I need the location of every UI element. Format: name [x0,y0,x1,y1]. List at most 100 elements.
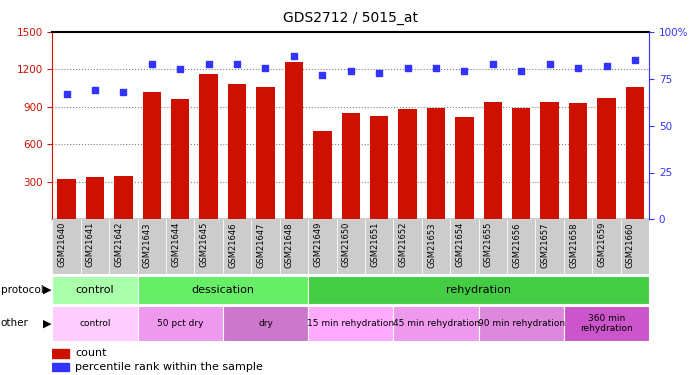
Point [630,57,641,63]
Bar [512,108,530,219]
Point [516,68,527,74]
Bar [228,84,246,219]
Point [487,61,498,67]
Text: GSM21642: GSM21642 [114,222,124,267]
Bar [540,102,559,219]
Text: 360 min
rehydration: 360 min rehydration [580,314,633,333]
Bar [114,176,133,219]
Point [118,89,129,95]
Text: 50 pct dry: 50 pct dry [157,319,204,328]
Bar [479,306,564,341]
Bar [52,363,69,371]
Text: GDS2712 / 5015_at: GDS2712 / 5015_at [283,11,418,25]
Bar [308,219,336,274]
Bar [166,219,195,274]
Bar [426,108,445,219]
Bar [479,219,507,274]
Point [260,64,271,70]
Bar [313,130,332,219]
Point [544,61,555,67]
Point [402,64,413,70]
Text: GSM21652: GSM21652 [399,222,408,267]
Bar [621,219,649,274]
Bar [223,306,308,341]
Point [345,68,356,74]
Bar [52,306,138,341]
Text: GSM21658: GSM21658 [569,222,578,268]
Bar [507,219,535,274]
Text: GSM21651: GSM21651 [370,222,379,267]
Bar [336,219,365,274]
Bar [138,219,166,274]
Point [203,61,214,67]
Bar [564,219,593,274]
Text: GSM21640: GSM21640 [57,222,66,267]
Point [572,64,584,70]
Bar [455,117,474,219]
Bar [52,219,81,274]
Bar [52,276,138,304]
Text: GSM21654: GSM21654 [455,222,464,267]
Bar [308,306,394,341]
Bar [422,219,450,274]
Bar [593,219,621,274]
Bar [535,219,564,274]
Text: GSM21648: GSM21648 [285,222,294,268]
Text: control: control [75,285,114,295]
Text: GSM21641: GSM21641 [86,222,95,267]
Text: GSM21660: GSM21660 [626,222,635,268]
Text: GSM21644: GSM21644 [171,222,180,267]
Bar [52,349,69,358]
Text: rehydration: rehydration [446,285,511,295]
Text: dry: dry [258,319,273,328]
Bar [138,306,223,341]
Point [317,72,328,78]
Text: ▶: ▶ [43,318,52,328]
Bar [195,219,223,274]
Text: protocol: protocol [1,285,43,295]
Bar [280,219,308,274]
Text: GSM21643: GSM21643 [143,222,152,268]
Bar [394,219,422,274]
Bar [223,219,251,274]
Bar [365,219,394,274]
Point [288,53,299,59]
Bar [142,92,161,219]
Text: GSM21657: GSM21657 [541,222,549,268]
Point [431,64,442,70]
Text: percentile rank within the sample: percentile rank within the sample [75,362,263,372]
Text: 90 min rehydration: 90 min rehydration [477,319,565,328]
Bar [569,103,587,219]
Point [373,70,385,76]
Text: GSM21649: GSM21649 [313,222,322,267]
Text: GSM21646: GSM21646 [228,222,237,268]
Text: other: other [1,318,29,328]
Point [174,66,186,72]
Text: dessication: dessication [191,285,254,295]
Bar [251,219,280,274]
Bar [86,177,104,219]
Point [61,91,72,97]
Bar [109,219,138,274]
Text: GSM21645: GSM21645 [200,222,209,267]
Bar [399,110,417,219]
Bar [564,306,649,341]
Text: 15 min rehydration: 15 min rehydration [307,319,394,328]
Point [232,61,243,67]
Bar [200,74,218,219]
Bar [171,99,189,219]
Bar [394,306,479,341]
Text: GSM21647: GSM21647 [256,222,265,268]
Point [601,63,612,69]
Text: GSM21659: GSM21659 [597,222,607,267]
Text: control: control [80,319,111,328]
Point [459,68,470,74]
Bar [57,179,76,219]
Bar [341,113,360,219]
Text: GSM21650: GSM21650 [342,222,350,267]
Text: GSM21656: GSM21656 [512,222,521,268]
Point [146,61,157,67]
Bar [625,87,644,219]
Text: count: count [75,348,107,358]
Bar [597,98,616,219]
